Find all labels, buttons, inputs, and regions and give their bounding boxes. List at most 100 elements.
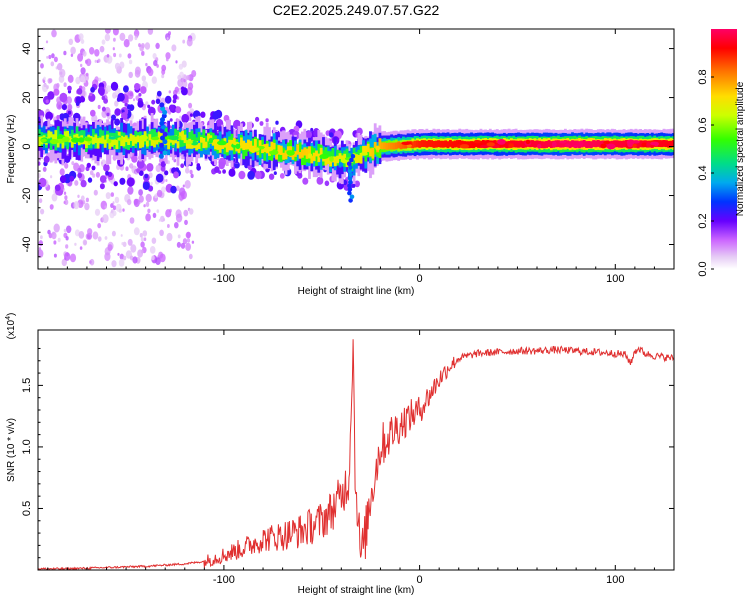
spectrogram-y-tick-label: -40 bbox=[21, 237, 33, 253]
spectrogram-spread-cell bbox=[131, 155, 138, 163]
spectrogram-noise-cell bbox=[64, 162, 69, 169]
spectrogram-ridge-cell bbox=[247, 139, 250, 150]
spectrogram-spread-cell bbox=[87, 177, 93, 183]
spectrogram-noise-cell bbox=[145, 101, 149, 106]
spectrogram-spread-cell bbox=[189, 113, 193, 117]
spectrogram-ridge-cell bbox=[592, 140, 595, 147]
spectrogram-noise-cell bbox=[110, 192, 115, 197]
spectrogram-ridge-cell bbox=[542, 141, 546, 149]
spectrogram-ridge-cell bbox=[298, 142, 302, 157]
spectrogram-ridge-cell bbox=[96, 124, 100, 146]
snr-line bbox=[38, 339, 674, 570]
spectrogram-noise-cell bbox=[69, 253, 77, 263]
colorbar-tick-label: 0.4 bbox=[697, 165, 709, 180]
spectrogram-ridge-cell bbox=[153, 129, 156, 144]
spectrogram-noise-cell bbox=[117, 252, 120, 256]
spectrogram-ridge-cell bbox=[587, 141, 591, 148]
spectrogram-spread-cell bbox=[99, 175, 107, 184]
spectrogram-ridge-cell bbox=[303, 148, 307, 165]
spectrogram-streak-cell bbox=[159, 146, 165, 152]
spectrogram-noise-cell bbox=[148, 172, 153, 179]
spectrogram-spread-cell bbox=[255, 116, 260, 122]
spectrogram-ridge-cell bbox=[545, 141, 548, 148]
spectrogram-noise-cell bbox=[154, 193, 158, 199]
spectrogram-peak-cell bbox=[537, 144, 542, 149]
spectrogram-ridge-cell bbox=[197, 142, 201, 149]
snr-line-layer bbox=[38, 339, 674, 570]
spectrogram-ridge-cell bbox=[557, 140, 560, 148]
spectrogram-noise-cell bbox=[140, 241, 145, 248]
spectrogram-ridge-cell bbox=[244, 145, 248, 157]
spectrogram-ridge-cell bbox=[251, 138, 255, 153]
spectrogram-spread-cell bbox=[103, 163, 110, 172]
spectrogram-noise-cell bbox=[137, 249, 144, 258]
spectrogram-ridge-cell bbox=[432, 141, 436, 148]
spectrogram-noise-cell bbox=[186, 74, 191, 81]
spectrogram-noise-cell bbox=[150, 181, 153, 186]
spectrogram-noise-cell bbox=[133, 198, 140, 208]
spectrogram-ridge-cell bbox=[275, 150, 278, 160]
spectrogram-ridge-cell bbox=[122, 136, 126, 147]
spectrogram-noise-cell bbox=[182, 184, 185, 188]
spectrogram-ridge-cell bbox=[99, 137, 102, 143]
spectrogram-peak-cell bbox=[603, 140, 611, 144]
spectrogram-noise-cell bbox=[40, 208, 45, 215]
spectrogram-ridge-cell bbox=[437, 140, 440, 148]
spectrogram-ridge-cell bbox=[153, 139, 156, 148]
spectrogram-noise-cell bbox=[145, 201, 150, 207]
spectrogram-peak-cell bbox=[525, 139, 531, 145]
spectrogram-ridge-cell bbox=[82, 130, 86, 142]
snr-x-ticks: -100 0 100 bbox=[47, 330, 675, 586]
spectrogram-ridge-cell bbox=[336, 155, 339, 164]
spectrogram-ridge-cell bbox=[564, 140, 567, 147]
spectrogram-noise-cell bbox=[82, 50, 87, 57]
spectrogram-ridge-cell bbox=[613, 140, 617, 148]
spectrogram-ridge-cell bbox=[622, 140, 626, 148]
snr-background bbox=[38, 330, 674, 570]
snr-y-axis-label: SNR (10 * v/v) bbox=[6, 418, 17, 482]
spectrogram-noise-cell bbox=[48, 54, 52, 60]
spectrogram-noise-cell bbox=[42, 166, 47, 172]
spectrogram-ridge-cell bbox=[141, 140, 145, 148]
spectrogram-ridge-cell bbox=[176, 130, 180, 141]
spectrogram-peak-cell bbox=[251, 147, 260, 152]
spectrogram-spread-cell bbox=[268, 173, 275, 180]
spectrogram-spread-cell bbox=[128, 104, 135, 111]
spectrogram-noise-cell bbox=[82, 239, 88, 246]
spectrogram-noise-cell bbox=[186, 38, 193, 47]
spectrogram-spread-cell bbox=[47, 91, 55, 100]
spectrogram-noise-cell bbox=[143, 237, 147, 241]
spectrogram-ridge-cell bbox=[477, 141, 480, 148]
spectrogram-noise-cell bbox=[111, 260, 117, 268]
spectrogram-ridge-cell bbox=[134, 136, 138, 144]
spectrogram-ridge-cell bbox=[308, 146, 311, 155]
spectrogram-spread-cell bbox=[147, 106, 156, 116]
spectrogram-ridge-cell bbox=[568, 141, 572, 148]
spectrogram-ridge-cell bbox=[150, 129, 154, 143]
spectrogram-ridge-cell bbox=[157, 131, 161, 143]
spectrogram-spread-cell bbox=[305, 130, 312, 139]
spectrogram-ridge-cell bbox=[237, 146, 241, 153]
spectrogram-ridge-cell bbox=[171, 139, 175, 145]
spectrogram-streak-cell bbox=[348, 172, 353, 177]
spectrogram-spread-cell bbox=[86, 162, 92, 168]
spectrogram-spread-cell bbox=[126, 177, 135, 187]
spectrogram-spread-cell bbox=[238, 170, 246, 180]
spectrogram-ridge-cell bbox=[444, 140, 448, 148]
spectrogram-ridge-cell bbox=[423, 140, 426, 148]
spectrogram-ridge-cell bbox=[364, 152, 368, 162]
spectrogram-ridge-cell bbox=[453, 140, 457, 148]
spectrogram-ridge-cell bbox=[68, 136, 72, 143]
spectrogram-noise-cell bbox=[49, 204, 54, 210]
spectrogram-ridge-cell bbox=[355, 154, 358, 164]
spectrogram-noise-cell bbox=[191, 240, 195, 244]
spectrogram-noise-cell bbox=[101, 161, 103, 165]
spectrogram-noise-cell bbox=[64, 252, 71, 261]
spectrogram-streak-cell bbox=[348, 198, 353, 203]
spectrogram-noise-cell bbox=[186, 238, 191, 243]
spectrogram-noise-cell bbox=[63, 228, 67, 233]
spectrogram-ridge-cell bbox=[458, 140, 462, 147]
spectrogram-noise-cell bbox=[118, 53, 122, 58]
spectrogram-ridge-cell bbox=[434, 140, 438, 148]
spectrogram-spread-cell bbox=[164, 95, 172, 104]
